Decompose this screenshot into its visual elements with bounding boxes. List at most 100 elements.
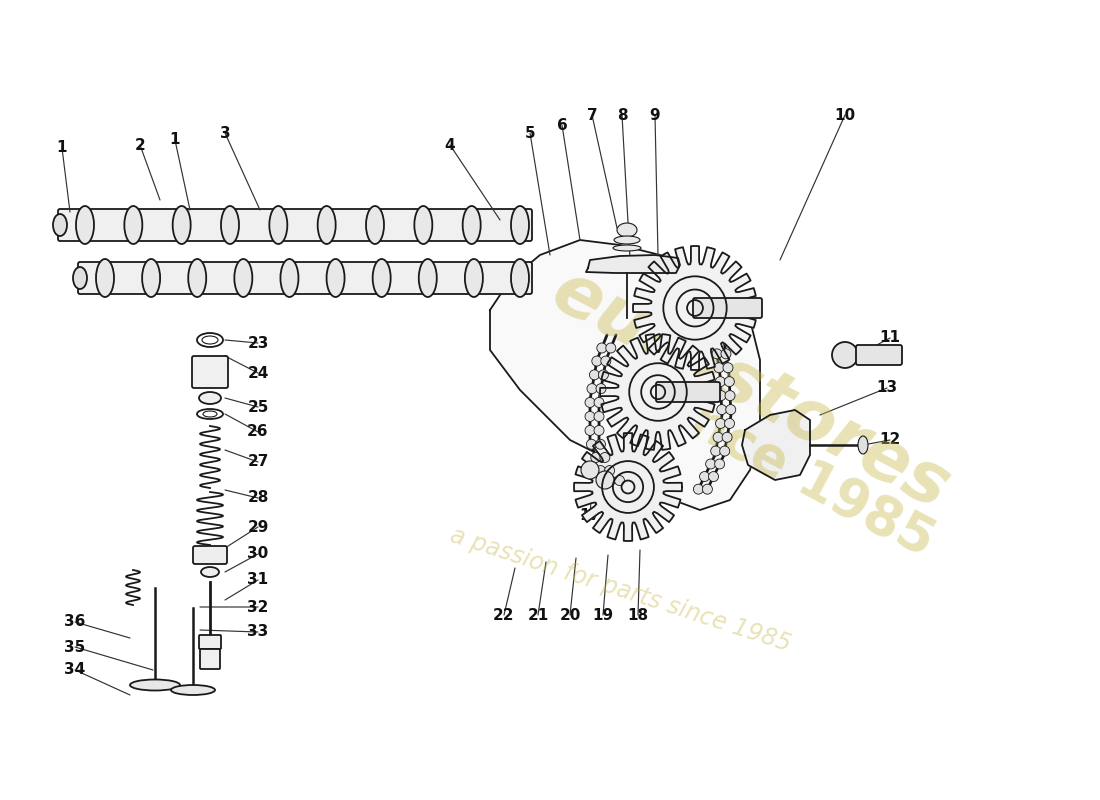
Ellipse shape <box>124 206 142 244</box>
FancyBboxPatch shape <box>58 209 532 241</box>
Polygon shape <box>742 410 810 480</box>
Text: 10: 10 <box>835 107 856 122</box>
Ellipse shape <box>373 259 390 297</box>
Ellipse shape <box>512 259 529 297</box>
Ellipse shape <box>201 567 219 577</box>
Ellipse shape <box>512 206 529 244</box>
FancyBboxPatch shape <box>856 345 902 365</box>
Text: 6: 6 <box>557 118 568 133</box>
Circle shape <box>716 390 726 401</box>
Polygon shape <box>586 255 680 273</box>
Circle shape <box>712 349 722 359</box>
Ellipse shape <box>366 206 384 244</box>
Text: 22: 22 <box>493 607 515 622</box>
Ellipse shape <box>465 259 483 297</box>
Text: 32: 32 <box>248 599 268 614</box>
Text: 18: 18 <box>627 607 649 622</box>
Ellipse shape <box>199 392 221 404</box>
Circle shape <box>601 356 610 366</box>
Polygon shape <box>574 433 682 541</box>
Text: 36: 36 <box>64 614 86 630</box>
Text: 1: 1 <box>169 133 180 147</box>
Text: 4: 4 <box>444 138 455 153</box>
Circle shape <box>590 370 600 380</box>
Ellipse shape <box>53 214 67 236</box>
Text: a passion for parts since 1985: a passion for parts since 1985 <box>447 523 793 657</box>
Text: 21: 21 <box>527 607 549 622</box>
Text: 26: 26 <box>248 425 268 439</box>
Circle shape <box>693 484 703 494</box>
Ellipse shape <box>221 206 239 244</box>
FancyBboxPatch shape <box>78 262 532 294</box>
Circle shape <box>585 426 595 435</box>
Circle shape <box>585 398 595 407</box>
Ellipse shape <box>617 223 637 237</box>
Circle shape <box>723 362 733 373</box>
Ellipse shape <box>173 206 190 244</box>
Text: eurostores: eurostores <box>539 256 960 524</box>
Circle shape <box>724 377 735 386</box>
Ellipse shape <box>613 245 641 251</box>
Ellipse shape <box>858 436 868 454</box>
Text: 12: 12 <box>879 433 901 447</box>
Text: 29: 29 <box>248 519 268 534</box>
Text: 30: 30 <box>248 546 268 562</box>
Text: 13: 13 <box>877 381 898 395</box>
Text: 31: 31 <box>248 573 268 587</box>
Circle shape <box>725 418 735 429</box>
Circle shape <box>605 466 615 475</box>
Circle shape <box>715 377 725 386</box>
Ellipse shape <box>419 259 437 297</box>
Text: 33: 33 <box>248 625 268 639</box>
Circle shape <box>708 471 718 482</box>
Text: 1: 1 <box>57 141 67 155</box>
Text: 11: 11 <box>880 330 901 346</box>
Ellipse shape <box>234 259 252 297</box>
FancyBboxPatch shape <box>192 546 227 564</box>
Circle shape <box>594 411 604 422</box>
Circle shape <box>596 471 614 489</box>
Ellipse shape <box>188 259 206 297</box>
Circle shape <box>714 362 724 373</box>
Text: 2: 2 <box>134 138 145 153</box>
FancyBboxPatch shape <box>656 382 721 402</box>
Circle shape <box>703 484 713 494</box>
FancyBboxPatch shape <box>693 298 762 318</box>
FancyBboxPatch shape <box>200 649 220 669</box>
Circle shape <box>705 459 716 469</box>
Ellipse shape <box>270 206 287 244</box>
Circle shape <box>591 453 601 462</box>
Text: 17: 17 <box>580 507 601 522</box>
Ellipse shape <box>327 259 344 297</box>
Circle shape <box>832 342 858 368</box>
Text: 9: 9 <box>650 107 660 122</box>
Polygon shape <box>600 334 716 450</box>
Ellipse shape <box>463 206 481 244</box>
Ellipse shape <box>415 206 432 244</box>
Circle shape <box>595 439 605 450</box>
Text: 5: 5 <box>525 126 536 141</box>
Circle shape <box>615 475 625 486</box>
Ellipse shape <box>142 259 161 297</box>
Text: 35: 35 <box>65 639 86 654</box>
Polygon shape <box>632 246 757 370</box>
Ellipse shape <box>130 679 180 690</box>
Ellipse shape <box>170 685 214 695</box>
Circle shape <box>585 411 595 422</box>
Ellipse shape <box>96 259 114 297</box>
Ellipse shape <box>73 267 87 289</box>
Text: since 1985: since 1985 <box>637 372 943 568</box>
Polygon shape <box>490 240 760 510</box>
Circle shape <box>587 384 597 394</box>
Circle shape <box>726 405 736 414</box>
Circle shape <box>597 343 607 353</box>
Ellipse shape <box>280 259 298 297</box>
Circle shape <box>713 432 723 442</box>
Circle shape <box>715 418 726 429</box>
Text: 8: 8 <box>617 107 627 122</box>
Circle shape <box>700 471 710 482</box>
Circle shape <box>598 370 608 380</box>
Text: 3: 3 <box>220 126 230 141</box>
Circle shape <box>719 446 729 456</box>
Circle shape <box>600 453 609 462</box>
